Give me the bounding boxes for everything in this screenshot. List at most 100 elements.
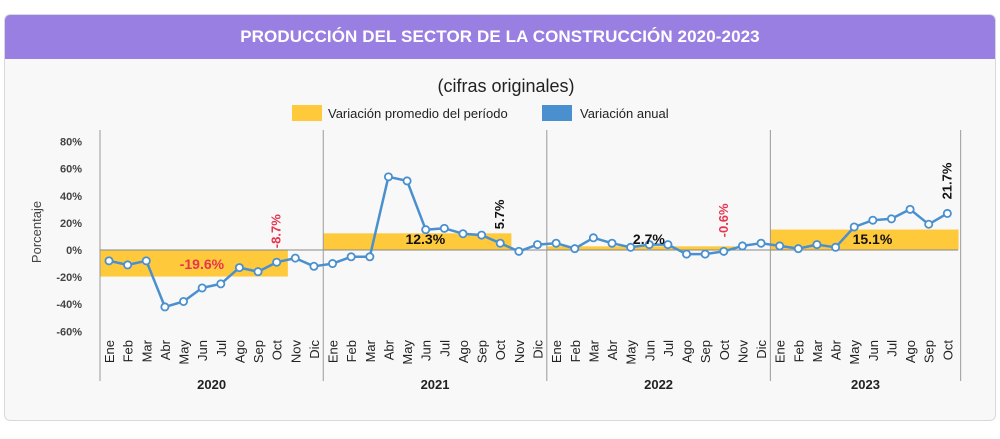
month-label: Abr — [829, 339, 844, 360]
data-point — [886, 214, 896, 224]
data-point — [700, 249, 710, 259]
data-point — [216, 279, 226, 289]
legend: Variación promedio del período Variación… — [292, 105, 669, 121]
data-points — [104, 172, 952, 312]
year-label: 2022 — [644, 377, 673, 392]
month-label: Jun — [642, 340, 657, 361]
month-label: Oct — [940, 340, 955, 361]
chart-card: PRODUCCIÓN DEL SECTOR DE LA CONSTRUCCIÓN… — [4, 14, 996, 421]
month-label: Jul — [661, 340, 676, 357]
month-label: Ago — [456, 340, 471, 363]
data-point — [477, 230, 487, 240]
y-axis-ticks: 80% 60% 40% 20% 0% -20% -40% -60% — [56, 137, 82, 339]
y-tick-label: 80% — [60, 137, 82, 149]
annotation-label: 21.7% — [939, 162, 954, 199]
x-axis-month-labels: Ene Feb Mar Abr May Jun Jul Ago Sep Oct Nov Dic Ene F… — [102, 339, 955, 364]
data-point — [644, 240, 654, 250]
month-label: Oct — [493, 340, 508, 361]
average-label-2022: 2.7% — [633, 231, 665, 247]
data-point — [924, 219, 934, 229]
data-point — [551, 238, 561, 248]
average-bar-2022 — [546, 246, 735, 250]
month-label: Jul — [214, 340, 229, 357]
month-label: May — [624, 340, 639, 365]
chart-subtitle: (cifras originales) — [437, 76, 574, 96]
month-label: Ene — [102, 340, 117, 363]
data-point — [197, 283, 207, 293]
year-label: 2020 — [197, 377, 226, 392]
y-tick-label: 40% — [60, 191, 82, 203]
data-point — [290, 253, 300, 263]
data-point — [253, 267, 263, 277]
average-bars — [100, 229, 959, 277]
y-axis-label: Porcentaje — [29, 201, 44, 263]
data-point — [663, 240, 673, 250]
data-point — [346, 252, 356, 262]
data-point — [719, 246, 729, 256]
data-point — [812, 240, 822, 250]
month-label: Jun — [195, 340, 210, 361]
month-label: Oct — [717, 340, 732, 361]
month-label: Mar — [363, 339, 378, 362]
data-point — [160, 302, 170, 312]
year-separators — [99, 130, 962, 381]
data-point — [682, 249, 692, 259]
data-point — [756, 238, 766, 248]
data-point — [439, 223, 449, 233]
data-point — [104, 256, 114, 266]
data-point — [849, 222, 859, 232]
data-point — [309, 261, 319, 271]
month-label: Sep — [475, 340, 490, 363]
data-point — [272, 257, 282, 267]
month-label: Ago — [680, 340, 695, 363]
data-point — [626, 242, 636, 252]
legend-line-swatch — [542, 105, 572, 121]
month-label: Ene — [549, 340, 564, 363]
legend-line-label: Variación anual — [580, 106, 669, 121]
year-label: 2023 — [851, 377, 880, 392]
data-point — [831, 242, 841, 252]
month-label: Mar — [810, 339, 825, 362]
month-label: Feb — [568, 340, 583, 362]
month-label: Feb — [344, 340, 359, 362]
month-label: Jun — [419, 340, 434, 361]
data-point — [495, 238, 505, 248]
data-point — [942, 208, 952, 218]
y-tick-label: -40% — [56, 299, 82, 311]
month-label: Abr — [605, 339, 620, 360]
month-label: May — [400, 340, 415, 365]
month-label: Sep — [698, 340, 713, 363]
month-label: Mar — [139, 339, 154, 362]
month-label: Abr — [381, 339, 396, 360]
data-point — [793, 244, 803, 254]
y-tick-label: -20% — [56, 272, 82, 284]
month-label: Oct — [270, 340, 285, 361]
data-point — [141, 256, 151, 266]
data-point — [607, 238, 617, 248]
data-point — [234, 263, 244, 273]
average-labels: -19.6% 12.3% 2.7% 15.1% — [180, 231, 893, 272]
data-point — [365, 252, 375, 262]
month-label: Abr — [158, 339, 173, 360]
data-point — [532, 240, 542, 250]
x-axis-year-labels: 2020 2021 2022 2023 — [197, 377, 880, 392]
month-label: Nov — [288, 340, 303, 364]
month-label: Jul — [884, 340, 899, 357]
month-label: Dic — [530, 340, 545, 359]
month-label: Mar — [586, 339, 601, 362]
data-point — [737, 241, 747, 251]
y-tick-label: 60% — [60, 164, 82, 176]
month-label: Sep — [251, 340, 266, 363]
data-point — [905, 204, 915, 214]
data-point — [179, 296, 189, 306]
data-point — [775, 241, 785, 251]
y-tick-label: -60% — [56, 326, 82, 338]
month-label: Ago — [232, 340, 247, 363]
month-label: Ene — [773, 340, 788, 363]
month-label: Sep — [922, 340, 937, 363]
month-label: Nov — [512, 340, 527, 364]
data-point — [328, 259, 338, 269]
data-point — [458, 229, 468, 239]
month-label: Dic — [754, 340, 769, 359]
data-point — [570, 244, 580, 254]
